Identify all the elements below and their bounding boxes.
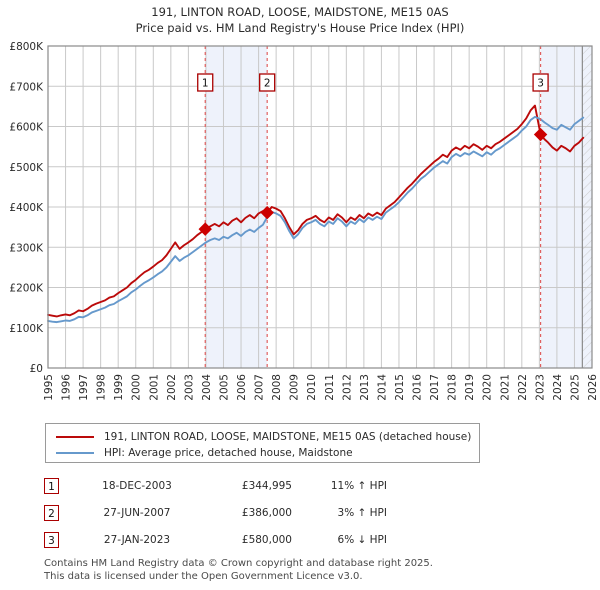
series-line-hpi xyxy=(47,115,585,324)
transaction-hpi-delta-2: 3% ↑ HPI xyxy=(337,506,387,519)
x-axis-tick-label: 1996 xyxy=(61,374,73,401)
x-axis-tick-label: 2009 xyxy=(289,374,301,401)
legend-label-hpi: HPI: Average price, detached house, Maid… xyxy=(104,446,353,459)
transaction-hpi-delta-1: 11% ↑ HPI xyxy=(330,479,387,492)
x-axis-tick-label: 2017 xyxy=(429,374,441,401)
legend-swatch-hpi xyxy=(56,451,94,454)
x-axis-tick-label: 2002 xyxy=(166,374,178,401)
x-axis-tick-label: 2022 xyxy=(517,374,529,401)
copyright-footer: Contains HM Land Registry data © Crown c… xyxy=(44,558,574,583)
marker-badge-label-2: 2 xyxy=(264,78,271,90)
marker-badge-box-1[interactable] xyxy=(197,73,214,92)
x-axis-tick-label: 2020 xyxy=(482,374,494,401)
x-axis-tick-label: 1995 xyxy=(43,374,55,401)
transaction-date-3: 27-JAN-2023 xyxy=(103,533,171,546)
x-axis-tick-label: 1998 xyxy=(96,374,108,401)
transaction-price-2: £386,000 xyxy=(241,506,292,519)
table-row: 3 27-JAN-2023 £580,000 6% ↓ HPI xyxy=(44,526,394,553)
x-axis-tick-label: 2023 xyxy=(534,374,546,401)
x-axis-tick-label: 2010 xyxy=(306,374,318,401)
legend-item-property: 191, LINTON ROAD, LOOSE, MAIDSTONE, ME15… xyxy=(52,429,473,444)
x-axis-tick-label: 1999 xyxy=(113,374,125,401)
chart-legend: 191, LINTON ROAD, LOOSE, MAIDSTONE, ME15… xyxy=(45,423,480,463)
table-row: 2 27-JUN-2007 £386,000 3% ↑ HPI xyxy=(44,499,394,526)
marker-badge-1: 1 xyxy=(44,477,59,494)
x-axis-tick-label: 2001 xyxy=(148,374,160,401)
marker-badge-label-1: 1 xyxy=(202,78,209,90)
x-axis-tick-label: 2007 xyxy=(254,374,266,401)
x-axis-tick-label: 2006 xyxy=(236,374,248,401)
table-row: 1 18-DEC-2003 £344,995 11% ↑ HPI xyxy=(44,472,394,499)
no-data-hatched-region xyxy=(582,46,592,368)
title-line-2: Price paid vs. HM Land Registry's House … xyxy=(135,21,465,35)
y-axis-tick-label: £200K xyxy=(9,283,44,295)
marker-badge-2: 2 xyxy=(44,504,59,521)
y-axis-tick-label: £600K xyxy=(9,122,44,134)
marker-diamond-3[interactable] xyxy=(533,127,548,142)
marker-badge-label-3: 3 xyxy=(537,78,544,90)
page-title: 191, LINTON ROAD, LOOSE, MAIDSTONE, ME15… xyxy=(0,4,600,36)
transactions-table: 1 18-DEC-2003 £344,995 11% ↑ HPI 2 27-JU… xyxy=(44,472,394,553)
legend-item-hpi: HPI: Average price, detached house, Maid… xyxy=(52,445,473,460)
marker-diamond-2[interactable] xyxy=(260,205,274,220)
x-axis-tick-label: 2016 xyxy=(412,374,424,401)
x-axis-tick-label: 2004 xyxy=(201,374,213,401)
y-axis-tick-label: £0 xyxy=(30,363,43,375)
marker-badge-3: 3 xyxy=(44,531,59,548)
x-axis-tick-label: 2025 xyxy=(569,374,581,401)
price-hpi-line-chart: 1 2 3 £0 £100K £200K £300K £400K £500K £600K £700K… xyxy=(9,41,599,401)
x-axis-tick-label: 2026 xyxy=(587,374,599,401)
legend-swatch-property xyxy=(56,435,94,438)
x-axis-tick-label: 2013 xyxy=(359,374,371,401)
y-axis-tick-label: £400K xyxy=(9,202,44,214)
transaction-price-1: £344,995 xyxy=(241,479,292,492)
marker-badge-box-2[interactable] xyxy=(259,73,276,92)
y-axis-tick-label: £700K xyxy=(9,81,44,93)
x-axis-tick-label: 2014 xyxy=(376,374,388,401)
x-axis-tick-label: 2000 xyxy=(131,374,143,401)
x-axis-tick-label: 2024 xyxy=(552,374,564,401)
marker-diamond-1[interactable] xyxy=(198,222,212,236)
x-axis-tick-label: 2019 xyxy=(464,374,476,401)
y-axis-tick-label: £100K xyxy=(9,323,44,335)
x-axis-tick-label: 2003 xyxy=(183,374,195,401)
x-axis-tick-label: 2018 xyxy=(447,374,459,401)
transaction-date-2: 27-JUN-2007 xyxy=(103,506,171,519)
x-axis-tick-label: 1997 xyxy=(78,374,90,401)
x-axis-tick-label: 2021 xyxy=(499,374,511,401)
x-axis-tick-label: 2005 xyxy=(218,374,230,401)
title-line-1: 191, LINTON ROAD, LOOSE, MAIDSTONE, ME15… xyxy=(151,5,449,19)
x-axis-tick-label: 2011 xyxy=(324,374,336,401)
x-axis-tick-label: 2008 xyxy=(271,374,283,401)
footer-line-2: This data is licensed under the Open Gov… xyxy=(44,570,363,582)
x-axis-tick-label: 2015 xyxy=(394,374,406,401)
transaction-hpi-delta-3: 6% ↓ HPI xyxy=(337,533,387,546)
x-axis-tick-label: 2012 xyxy=(341,374,353,401)
series-line-property xyxy=(47,104,585,318)
y-axis-tick-label: £800K xyxy=(9,41,44,53)
marker-badge-box-3[interactable] xyxy=(532,73,549,92)
chart-canvas: 1 2 3 £0 £100K £200K £300K £400K £500K £600K £700K… xyxy=(9,41,599,401)
footer-line-1: Contains HM Land Registry data © Crown c… xyxy=(44,558,433,569)
legend-label-property: 191, LINTON ROAD, LOOSE, MAIDSTONE, ME15… xyxy=(104,430,472,443)
transaction-date-1: 18-DEC-2003 xyxy=(102,479,172,492)
y-axis-tick-label: £500K xyxy=(9,162,44,174)
plot-border xyxy=(47,45,593,369)
y-axis-tick-label: £300K xyxy=(9,242,44,254)
transaction-price-3: £580,000 xyxy=(241,533,292,546)
